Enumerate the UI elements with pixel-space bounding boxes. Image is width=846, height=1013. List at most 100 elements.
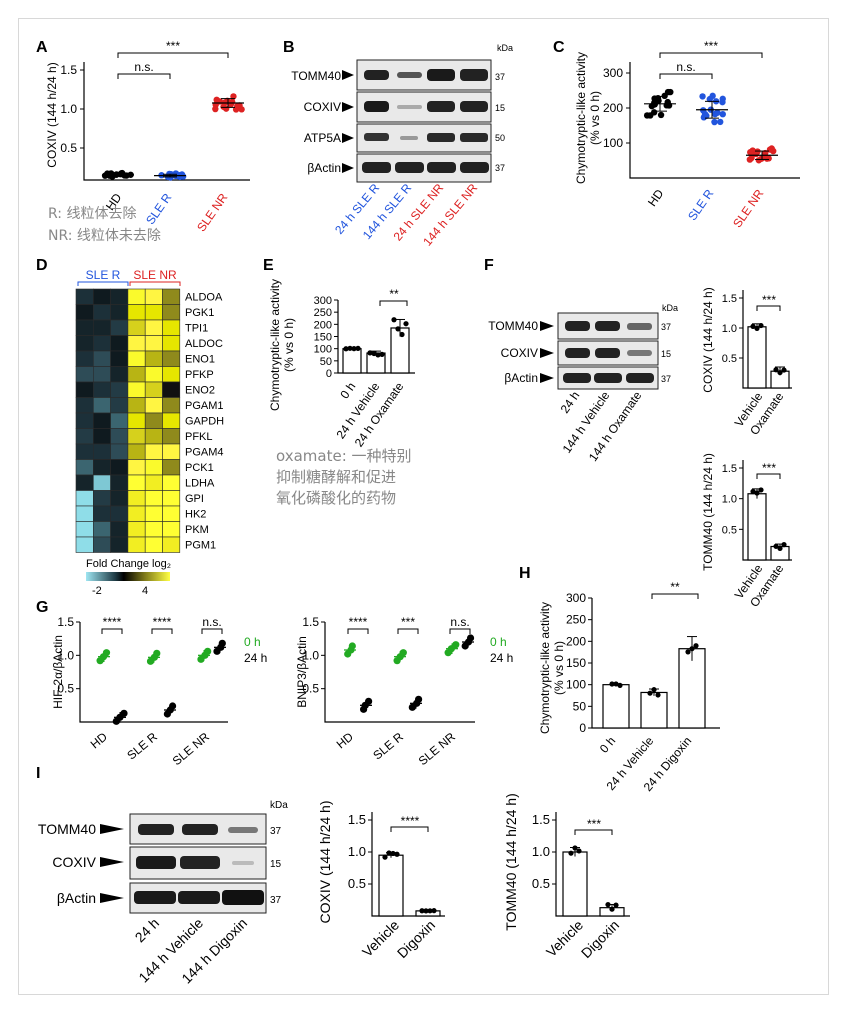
panel-g-plot2-xtick: SLE R xyxy=(370,729,406,762)
heatmap-cell xyxy=(127,288,146,305)
heatmap-cell xyxy=(127,490,146,507)
sig-label: **** xyxy=(153,615,172,629)
panel-h-sig-bracket xyxy=(651,593,699,599)
gene-label: PGAM4 xyxy=(185,447,224,459)
arrow-right-icon xyxy=(100,824,124,834)
panel-f-bar2-yticks: 0.5 1.0 1.5 xyxy=(722,463,743,536)
panel-f-bar2-sig: *** xyxy=(762,461,776,475)
heatmap-cell xyxy=(162,412,181,429)
sig-label: *** xyxy=(401,615,415,629)
gene-label: TPI1 xyxy=(185,323,208,335)
data-point xyxy=(781,542,787,548)
heatmap-cell xyxy=(93,443,111,460)
data-point xyxy=(609,906,615,912)
panel-label-h: H xyxy=(519,565,531,582)
heatmap-cell xyxy=(127,304,146,321)
panel-c-sig-bracket xyxy=(659,73,713,79)
data-point xyxy=(661,92,668,100)
gene-label: PGAM1 xyxy=(185,400,224,412)
data-point xyxy=(343,346,349,352)
heatmap-cell xyxy=(93,474,111,491)
heatmap-cell xyxy=(144,412,163,429)
panel-e-note: oxamate: 一种特别 xyxy=(276,447,412,465)
arrow-right-icon xyxy=(342,163,354,173)
panel-g-plot1-xtick: SLE R xyxy=(124,729,160,762)
panel-e-ylabel: Chymotryptic-like activity xyxy=(268,279,282,411)
panel-g-plot2-ylabel: BNIP3/βActin xyxy=(295,636,309,708)
panel-c-points xyxy=(643,88,778,164)
blot-row-coxiv: COXIV 15 xyxy=(304,91,505,123)
data-point xyxy=(699,93,706,100)
heatmap-cell xyxy=(110,443,129,460)
heatmap-cell xyxy=(144,505,163,522)
data-point xyxy=(375,352,381,358)
y-tick-label: 0.5 xyxy=(348,876,366,891)
panel-g-plot2-sig: **** *** n.s. xyxy=(347,615,471,634)
panel-a: A COXIV (144 h/24 h) 0.5 1.0 1.5 n.s. **… xyxy=(36,39,250,244)
blot-row-tomm40: TOMM40 37 xyxy=(291,59,505,91)
sig-bracket xyxy=(101,628,123,634)
data-point xyxy=(348,642,356,650)
panel-e-note: 氧化磷酸化的药物 xyxy=(276,489,396,507)
blot-kda-marker: 37 xyxy=(495,163,505,173)
panel-c-ytick-label: 100 xyxy=(603,136,623,150)
panel-e-sig: ** xyxy=(389,287,399,301)
panel-f-bar2-sig-bracket xyxy=(756,473,781,479)
y-tick-label: 1.0 xyxy=(302,648,319,662)
data-point xyxy=(347,345,353,351)
heatmap-cell xyxy=(162,335,181,352)
y-tick-label: 300 xyxy=(566,591,586,605)
data-point xyxy=(355,345,361,351)
panel-i-bar2-xtick: Digoxin xyxy=(578,917,622,961)
heatmap-cell xyxy=(75,474,94,491)
gene-label: PFKL xyxy=(185,431,213,443)
heatmap-cell xyxy=(144,304,163,321)
blot-band xyxy=(138,824,174,835)
panel-d-group-bracket xyxy=(129,281,181,286)
blot-band xyxy=(460,162,489,173)
panel-i-bar1-yticks: 0.5 1.0 1.5 xyxy=(348,812,372,891)
y-tick-label: 1.5 xyxy=(532,812,550,827)
blot-kda-marker: 37 xyxy=(270,895,282,906)
gene-label: LDHA xyxy=(185,478,215,490)
heatmap-cell xyxy=(162,505,181,522)
data-point xyxy=(414,695,423,703)
data-point xyxy=(719,98,726,106)
data-point xyxy=(382,854,388,860)
panel-a-xtick-label: SLE NR xyxy=(194,190,231,234)
panel-a-note: R: 线粒体去除 xyxy=(48,206,136,222)
y-tick-label: 50 xyxy=(320,356,332,368)
blot-row-tomm40: TOMM40 37 xyxy=(488,312,671,340)
blot-row-label: TOMM40 xyxy=(488,319,538,333)
blot-band xyxy=(397,105,422,109)
heatmap-cell xyxy=(75,304,94,321)
panel-h-sig: ** xyxy=(670,580,680,594)
data-point xyxy=(689,646,695,652)
heatmap-cell xyxy=(162,350,181,367)
sig-bracket xyxy=(201,628,223,634)
blot-row-bactin: βActin 37 xyxy=(57,882,282,914)
data-point xyxy=(709,92,716,100)
heatmap-cell xyxy=(144,335,163,352)
panel-a-axes xyxy=(83,62,250,181)
data-point xyxy=(390,850,396,857)
blot-band xyxy=(232,861,254,865)
heatmap-cell xyxy=(110,428,129,445)
blot-band xyxy=(565,348,590,358)
sig-bracket xyxy=(347,628,369,634)
blot-row-label: βActin xyxy=(307,161,341,175)
panel-f-bar2-bars xyxy=(747,487,790,561)
arrow-right-icon xyxy=(540,321,554,331)
blot-kda-marker: 15 xyxy=(270,859,282,870)
blot-band xyxy=(427,69,455,81)
y-tick-label: 0.5 xyxy=(722,524,737,536)
y-tick-label: 1.5 xyxy=(348,812,366,827)
blot-row-label: βActin xyxy=(504,371,538,385)
panel-i-bar2-sig: *** xyxy=(587,817,601,831)
panel-g-plot1-xtick: HD xyxy=(88,729,111,751)
panel-d-gene-labels: ALDOA PGK1 TPI1 ALDOC ENO1 PFKP ENO2 PGAM1 GAPDH… xyxy=(185,292,224,552)
heatmap-cell xyxy=(162,319,181,336)
blot-band xyxy=(626,373,654,383)
panel-g-plot1-yticks: 0.5 1.0 1.5 xyxy=(57,615,80,696)
heatmap-cell xyxy=(144,521,163,538)
